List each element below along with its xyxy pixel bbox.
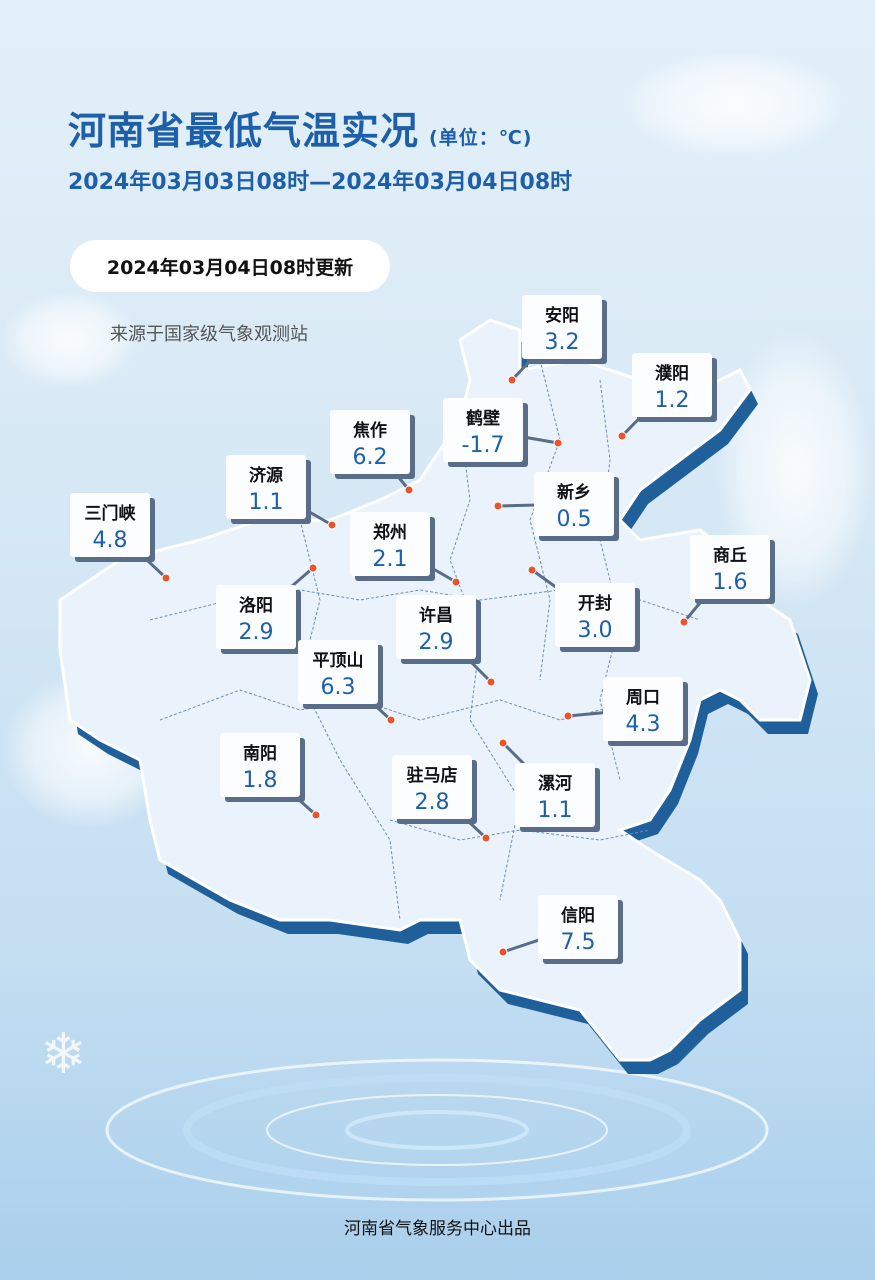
station-temperature: 1.1	[248, 490, 284, 515]
station-dot[interactable]	[161, 573, 171, 583]
time-period: 2024年03月03日08时—2024年03月04日08时	[68, 170, 573, 195]
station-dot[interactable]	[327, 520, 337, 530]
station-name: 安阳	[545, 306, 579, 326]
station-dot[interactable]	[481, 833, 491, 843]
cloud-decoration	[620, 50, 850, 160]
station-temperature: 6.2	[352, 445, 388, 470]
station-temperature: -1.7	[461, 433, 505, 458]
station-dot[interactable]	[527, 565, 537, 575]
station-label: 周口 4.3	[603, 677, 683, 741]
station-temperature: 0.5	[556, 507, 592, 532]
station-temperature: 1.6	[712, 570, 748, 595]
station-temperature: 1.1	[537, 798, 573, 823]
station-dot[interactable]	[493, 501, 503, 511]
station-name: 驻马店	[406, 766, 458, 786]
station-temperature: 1.2	[654, 388, 690, 413]
station-name: 南阳	[243, 744, 277, 764]
station-temperature: 2.1	[372, 547, 408, 572]
station-temperature: 2.8	[414, 790, 450, 815]
station-label: 三门峡 4.8	[70, 493, 150, 557]
station-dot[interactable]	[617, 431, 627, 441]
province-shape	[58, 318, 812, 1062]
title-text: 河南省最低气温实况	[68, 109, 420, 153]
station-temperature: 1.8	[242, 768, 278, 793]
station-temperature: 6.3	[320, 675, 356, 700]
station-name: 漯河	[538, 774, 572, 794]
footer-credit: 河南省气象服务中心出品	[344, 1219, 531, 1239]
station-label: 郑州 2.1	[350, 512, 430, 576]
update-badge: 2024年03月04日08时更新	[70, 240, 390, 292]
station-dot[interactable]	[498, 947, 508, 957]
station-name: 平顶山	[312, 651, 364, 671]
station-name: 鹤壁	[466, 409, 500, 429]
station-label: 商丘 1.6	[690, 535, 770, 599]
station-temperature: 3.0	[577, 618, 613, 643]
unit-label: (单位：℃)	[429, 127, 533, 149]
station-name: 洛阳	[239, 596, 273, 616]
station-name: 开封	[578, 594, 612, 614]
station-name: 信阳	[561, 906, 595, 926]
station-label: 鹤壁 -1.7	[443, 398, 523, 462]
snowflake-icon: ❄	[40, 1022, 87, 1087]
station-label: 焦作 6.2	[330, 410, 410, 474]
data-source: 来源于国家级气象观测站	[110, 324, 308, 345]
station-label: 安阳 3.2	[522, 295, 602, 359]
station-dot[interactable]	[404, 485, 414, 495]
station-label: 漯河 1.1	[515, 763, 595, 827]
station-dot[interactable]	[386, 715, 396, 725]
station-temperature: 7.5	[560, 930, 596, 955]
station-name: 商丘	[713, 546, 747, 566]
station-label: 开封 3.0	[555, 583, 635, 647]
station-label: 洛阳 2.9	[216, 585, 296, 649]
station-name: 周口	[626, 688, 660, 708]
station-dot[interactable]	[553, 438, 563, 448]
page-title: 河南省最低气温实况 (单位：℃)	[68, 100, 532, 155]
station-name: 许昌	[419, 606, 453, 626]
station-dots	[161, 375, 689, 957]
station-label: 信阳 7.5	[538, 895, 618, 959]
station-name: 济源	[249, 466, 283, 486]
station-label: 南阳 1.8	[220, 733, 300, 797]
station-temperature: 4.3	[625, 712, 661, 737]
station-name: 焦作	[353, 421, 387, 441]
station-temperature: 2.9	[238, 620, 274, 645]
station-temperature: 3.2	[544, 330, 580, 355]
station-temperature: 2.9	[418, 630, 454, 655]
station-name: 三门峡	[84, 504, 136, 524]
station-label: 平顶山 6.3	[298, 640, 378, 704]
station-label: 许昌 2.9	[396, 595, 476, 659]
station-label: 济源 1.1	[226, 455, 306, 519]
station-dot[interactable]	[563, 711, 573, 721]
station-dot[interactable]	[311, 810, 321, 820]
platform-rings	[105, 1058, 769, 1202]
station-name: 郑州	[373, 523, 407, 543]
cloud-decoration	[0, 290, 140, 390]
station-dot[interactable]	[308, 563, 318, 573]
station-dot[interactable]	[486, 677, 496, 687]
station-label: 濮阳 1.2	[632, 353, 712, 417]
station-dot[interactable]	[451, 577, 461, 587]
station-label: 驻马店 2.8	[392, 755, 472, 819]
station-dot[interactable]	[507, 375, 517, 385]
station-dot[interactable]	[679, 617, 689, 627]
station-name: 新乡	[557, 483, 591, 503]
station-name: 濮阳	[655, 364, 689, 384]
station-dot[interactable]	[498, 738, 508, 748]
station-temperature: 4.8	[92, 528, 128, 553]
station-label: 新乡 0.5	[534, 472, 614, 536]
